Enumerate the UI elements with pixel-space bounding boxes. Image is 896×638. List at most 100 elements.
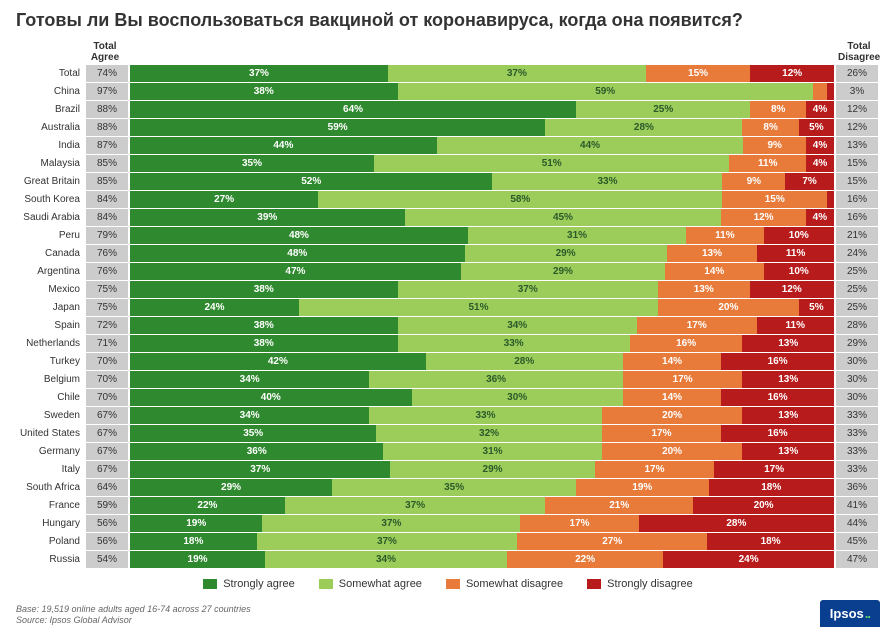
segment-sa: 37% xyxy=(130,461,390,478)
country-label: Germany xyxy=(16,443,84,460)
segment-swa: 25% xyxy=(576,101,750,118)
country-label: Chile xyxy=(16,389,84,406)
segment-swa: 28% xyxy=(545,119,742,136)
legend-item: Somewhat disagree xyxy=(446,578,563,590)
total-agree-cell: 72% xyxy=(86,317,128,334)
stacked-bar: 34%36%17%13% xyxy=(130,371,834,388)
table-row: Canada76%48%29%13%11%24% xyxy=(16,245,880,262)
segment-sa: 35% xyxy=(130,425,376,442)
segment-swd: 13% xyxy=(667,245,758,262)
total-agree-cell: 67% xyxy=(86,407,128,424)
total-disagree-cell: 21% xyxy=(836,227,878,244)
table-row: Poland56%18%37%27%18%45% xyxy=(16,533,880,550)
table-row: Great Britain85%52%33%9%7%15% xyxy=(16,173,880,190)
total-disagree-cell: 24% xyxy=(836,245,878,262)
segment-swd: 9% xyxy=(722,173,785,190)
country-label: Australia xyxy=(16,119,84,136)
segment-sd xyxy=(827,191,834,208)
segment-sa: 47% xyxy=(130,263,461,280)
segment-swa: 33% xyxy=(369,407,601,424)
total-agree-cell: 79% xyxy=(86,227,128,244)
legend-item: Somewhat agree xyxy=(319,578,422,590)
table-row: Russia54%19%34%22%24%47% xyxy=(16,551,880,568)
total-agree-cell: 85% xyxy=(86,155,128,172)
total-disagree-cell: 15% xyxy=(836,155,878,172)
total-agree-cell: 76% xyxy=(86,263,128,280)
segment-swa: 35% xyxy=(332,479,576,496)
segment-swd: 8% xyxy=(750,101,806,118)
stacked-bar: 22%37%21%20% xyxy=(130,497,834,514)
segment-sd: 16% xyxy=(721,425,834,442)
chart-area: Total Agree Total Disagree Total74%37%37… xyxy=(16,41,880,568)
total-disagree-cell: 29% xyxy=(836,335,878,352)
logo-text: Ipsos xyxy=(830,606,864,621)
country-label: Argentina xyxy=(16,263,84,280)
segment-sd: 10% xyxy=(764,263,834,280)
total-agree-cell: 71% xyxy=(86,335,128,352)
segment-swd: 12% xyxy=(721,209,805,226)
country-label: Japan xyxy=(16,299,84,316)
stacked-bar: 19%34%22%24% xyxy=(130,551,834,568)
table-row: Australia88%59%28%8%5%12% xyxy=(16,119,880,136)
segment-sd: 13% xyxy=(742,371,834,388)
legend-swatch-icon xyxy=(319,579,333,589)
stacked-bar: 24%51%20%5% xyxy=(130,299,834,316)
total-agree-cell: 67% xyxy=(86,425,128,442)
segment-swa: 29% xyxy=(390,461,594,478)
logo-dots-icon: .. xyxy=(865,606,870,621)
country-label: Mexico xyxy=(16,281,84,298)
stacked-bar: 59%28%8%5% xyxy=(130,119,834,136)
segment-swd: 11% xyxy=(686,227,763,244)
segment-sa: 44% xyxy=(130,137,437,154)
total-disagree-cell: 12% xyxy=(836,101,878,118)
segment-sa: 37% xyxy=(130,65,388,82)
stacked-bar: 40%30%14%16% xyxy=(130,389,834,406)
legend-label: Strongly agree xyxy=(223,578,295,590)
stacked-bar: 64%25%8%4% xyxy=(130,101,834,118)
segment-swd: 14% xyxy=(665,263,764,280)
segment-sa: 39% xyxy=(130,209,405,226)
segment-sd: 11% xyxy=(757,317,834,334)
segment-swa: 37% xyxy=(262,515,520,532)
table-row: South Korea84%27%58%15%16% xyxy=(16,191,880,208)
segment-swd: 20% xyxy=(658,299,799,316)
table-row: India87%44%44%9%4%13% xyxy=(16,137,880,154)
total-agree-cell: 70% xyxy=(86,353,128,370)
stacked-bar: 42%28%14%16% xyxy=(130,353,834,370)
total-agree-cell: 70% xyxy=(86,371,128,388)
total-agree-cell: 56% xyxy=(86,533,128,550)
segment-swa: 33% xyxy=(492,173,722,190)
segment-swa: 51% xyxy=(374,155,729,172)
table-row: China97%38%59%3% xyxy=(16,83,880,100)
table-row: South Africa64%29%35%19%18%36% xyxy=(16,479,880,496)
legend-label: Somewhat disagree xyxy=(466,578,563,590)
segment-swa: 58% xyxy=(318,191,722,208)
total-agree-cell: 97% xyxy=(86,83,128,100)
table-row: Argentina76%47%29%14%10%25% xyxy=(16,263,880,280)
stacked-bar: 37%29%17%17% xyxy=(130,461,834,478)
stacked-bar: 27%58%15% xyxy=(130,191,834,208)
country-label: Malaysia xyxy=(16,155,84,172)
table-row: Sweden67%34%33%20%13%33% xyxy=(16,407,880,424)
footnote-base: Base: 19,519 online adults aged 16-74 ac… xyxy=(16,604,251,616)
segment-swa: 32% xyxy=(376,425,601,442)
total-disagree-cell: 16% xyxy=(836,191,878,208)
segment-sa: 48% xyxy=(130,227,468,244)
total-disagree-cell: 30% xyxy=(836,389,878,406)
segment-swa: 33% xyxy=(398,335,630,352)
stacked-bar: 18%37%27%18% xyxy=(130,533,834,550)
total-disagree-cell: 33% xyxy=(836,407,878,424)
table-row: Turkey70%42%28%14%16%30% xyxy=(16,353,880,370)
legend-label: Strongly disagree xyxy=(607,578,693,590)
segment-sd: 11% xyxy=(757,245,834,262)
segment-sa: 40% xyxy=(130,389,412,406)
segment-sd: 13% xyxy=(742,335,834,352)
segment-sa: 42% xyxy=(130,353,426,370)
segment-sd: 4% xyxy=(806,101,834,118)
country-label: Saudi Arabia xyxy=(16,209,84,226)
country-label: Spain xyxy=(16,317,84,334)
segment-sa: 59% xyxy=(130,119,545,136)
chart-title: Готовы ли Вы воспользоваться вакциной от… xyxy=(16,10,880,31)
total-disagree-cell: 44% xyxy=(836,515,878,532)
total-disagree-cell: 45% xyxy=(836,533,878,550)
